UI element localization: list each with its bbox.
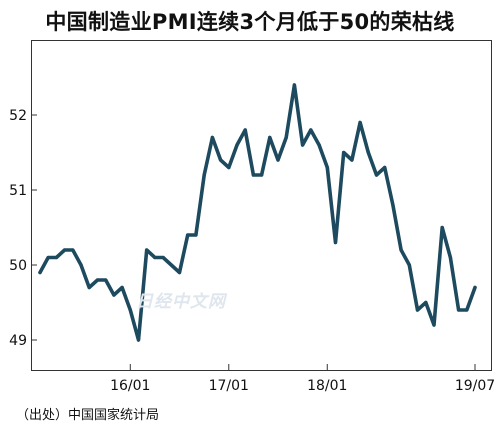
data-point	[177, 270, 182, 275]
x-tick-label: 18/01	[307, 378, 347, 394]
data-point	[46, 255, 50, 260]
data-point	[63, 248, 67, 252]
pmi-series-line	[38, 83, 477, 342]
data-point	[268, 135, 272, 140]
data-point	[243, 128, 247, 132]
data-point	[153, 255, 157, 260]
data-point	[95, 278, 100, 282]
data-point	[473, 285, 477, 290]
data-point	[227, 165, 231, 170]
chart-title: 中国制造业PMI连续3个月低于50的荣枯线	[45, 10, 455, 34]
series-layer	[38, 83, 477, 342]
data-point	[169, 263, 173, 267]
data-point	[415, 308, 420, 312]
data-point	[219, 158, 223, 162]
data-point	[383, 165, 387, 170]
y-tick-label: 51	[9, 183, 27, 199]
data-point	[128, 308, 132, 312]
source-note: （出处）中国国家统计局	[16, 408, 160, 423]
data-point	[104, 278, 108, 282]
data-point	[194, 233, 198, 237]
data-point	[251, 173, 255, 177]
data-point	[358, 120, 362, 125]
data-point	[366, 150, 370, 155]
data-point	[136, 338, 141, 342]
data-point	[292, 83, 296, 87]
y-axis: 49 50 51 52	[9, 108, 37, 349]
x-axis: 16/01 17/01 18/01 19/07	[110, 364, 495, 394]
data-point	[87, 285, 91, 290]
data-point	[161, 255, 165, 260]
data-point	[350, 158, 354, 162]
data-point	[448, 255, 452, 260]
data-point	[38, 270, 42, 275]
data-point	[333, 240, 338, 245]
x-tick-label: 19/07	[455, 378, 495, 394]
y-tick-label: 49	[9, 333, 27, 349]
watermark-logo: 日经中文网	[136, 292, 226, 312]
data-point	[432, 323, 436, 327]
data-point	[309, 128, 313, 132]
data-point	[325, 165, 329, 170]
plot-frame	[31, 40, 492, 371]
data-point	[457, 308, 461, 312]
data-point	[260, 173, 264, 177]
data-point	[54, 255, 59, 260]
data-point	[440, 225, 444, 230]
y-tick-label: 50	[9, 258, 27, 274]
data-point	[186, 233, 190, 237]
data-point	[399, 248, 403, 252]
data-point	[465, 308, 469, 312]
data-point	[317, 143, 321, 147]
chart-area: 49 50 51 52 16/01 17/01 18/01 19/07	[0, 40, 500, 400]
data-point	[342, 150, 346, 155]
data-point	[407, 263, 411, 267]
pmi-line-chart: 49 50 51 52 16/01 17/01 18/01 19/07	[9, 40, 495, 394]
data-point	[120, 285, 124, 290]
data-point	[235, 143, 239, 147]
data-point	[202, 173, 206, 177]
data-point	[276, 158, 280, 162]
data-point	[374, 173, 379, 177]
data-point	[79, 263, 83, 267]
data-point	[424, 300, 428, 305]
data-point	[284, 135, 288, 140]
y-tick-label: 52	[9, 108, 27, 124]
data-point	[145, 248, 149, 252]
data-point	[71, 248, 75, 252]
data-point	[301, 143, 305, 147]
data-point	[391, 203, 395, 207]
data-point	[210, 135, 214, 140]
data-point	[112, 293, 116, 297]
x-tick-label: 16/01	[110, 378, 150, 394]
x-tick-label: 17/01	[209, 378, 249, 394]
